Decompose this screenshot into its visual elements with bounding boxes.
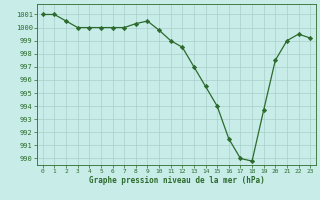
X-axis label: Graphe pression niveau de la mer (hPa): Graphe pression niveau de la mer (hPa) — [89, 176, 264, 185]
